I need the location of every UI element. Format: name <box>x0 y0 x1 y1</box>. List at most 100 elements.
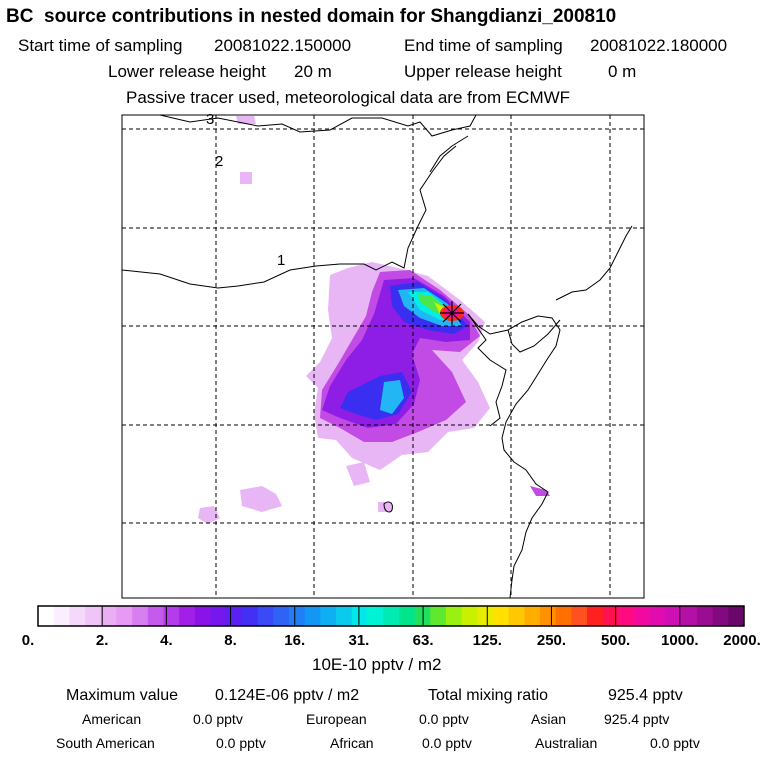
colorbar-frame <box>37 605 745 627</box>
border-line-north <box>159 115 477 137</box>
region-american-label: American <box>82 711 142 727</box>
colorbar-swatch <box>634 606 651 626</box>
receptor-marker <box>440 301 464 325</box>
colorbar-swatch <box>728 606 745 626</box>
start-time-label: Start time of sampling <box>18 36 183 55</box>
start-time-value: 20081022.150000 <box>214 36 352 55</box>
colorbar-swatch <box>336 606 353 626</box>
colorbar-tick-label: 250. <box>536 632 567 649</box>
plume-patch-mid <box>346 462 370 486</box>
colorbar-swatch <box>367 606 384 626</box>
region-south-american-label: South American <box>56 735 155 751</box>
colorbar-swatch <box>226 606 243 626</box>
colorbar-swatch <box>712 606 729 626</box>
region-african-value: 0.0 pptv <box>422 735 472 751</box>
colorbar-tick-label: 2. <box>95 632 109 649</box>
total-mixing-label: Total mixing ratio <box>428 687 549 704</box>
max-value-label: Maximum value <box>66 687 179 704</box>
map-frame <box>121 114 645 599</box>
plot-title: BC source contributions in nested domain… <box>6 6 617 27</box>
concentration-field <box>198 116 550 524</box>
colorbar-swatch <box>85 606 102 626</box>
colorbar-swatch <box>445 606 463 626</box>
total-mixing-value: 925.4 pptv <box>608 687 683 704</box>
colorbar-swatch <box>273 606 290 626</box>
plume-patch-w <box>198 506 220 524</box>
coast-main <box>467 313 561 598</box>
region-european-value: 0.0 pptv <box>419 711 469 727</box>
colorbar-swatch <box>508 606 525 626</box>
colorbar-swatch <box>69 606 86 626</box>
region-european-label: European <box>306 711 367 727</box>
max-value: 0.124E-06 pptv / m2 <box>215 687 360 704</box>
colorbar-swatch <box>461 606 478 626</box>
contour-label-1: 1 <box>277 252 285 269</box>
colorbar-swatch <box>241 606 259 626</box>
island <box>383 501 393 513</box>
upper-release-value: 0 m <box>608 62 637 81</box>
colorbar-tick-label: 0. <box>21 632 35 649</box>
colorbar-swatch <box>540 606 557 626</box>
coast-bay <box>467 313 507 427</box>
region-south-american-value: 0.0 pptv <box>216 735 266 751</box>
plume-patch-e2 <box>378 502 392 512</box>
colorbar-swatch <box>618 606 635 626</box>
plume-patch-top <box>236 116 256 124</box>
colorbar-swatch <box>477 606 494 626</box>
colorbar-swatch <box>492 606 510 626</box>
colorbar-swatch <box>398 606 416 626</box>
colorbar-tick-label: 2000. <box>723 632 761 649</box>
region-australian-label: Australian <box>535 735 598 751</box>
colorbar-swatch <box>147 606 165 626</box>
colorbar-swatch <box>53 606 70 626</box>
lat-lon-grid <box>122 115 644 598</box>
colorbar-tick-label: 8. <box>224 632 237 649</box>
colorbar-swatch <box>116 606 133 626</box>
colorbar-tick-label: 125. <box>472 632 502 649</box>
coastlines <box>122 115 633 598</box>
colorbar-swatch <box>320 606 337 626</box>
colorbar-swatch <box>194 606 212 626</box>
colorbar-swatch <box>555 606 572 626</box>
colorbar-swatch <box>38 606 55 626</box>
colorbar-swatch <box>304 606 321 626</box>
colorbar-swatch <box>163 606 180 626</box>
colorbar-tick-label: 4. <box>160 632 173 649</box>
colorbar-swatch <box>587 606 604 626</box>
region-asian-value: 925.4 pptv <box>604 711 670 727</box>
colorbar-swatch <box>132 606 149 626</box>
colorbar-swatch <box>649 606 667 626</box>
plume-patch-e <box>530 486 550 496</box>
contour-label-2: 2 <box>215 153 223 170</box>
colorbar-swatch <box>602 606 619 626</box>
plume-patch-n <box>240 172 252 184</box>
colorbar-swatch <box>179 606 196 626</box>
colorbar-tick-label: 31. <box>348 632 370 649</box>
contour-label-3: 3 <box>206 111 214 128</box>
plume-sky-south <box>380 380 404 414</box>
border-line-mid <box>122 145 457 289</box>
colorbar-tick-label: 16. <box>284 632 306 649</box>
colorbar-swatch <box>571 606 588 626</box>
lower-release-value: 20 m <box>294 62 332 81</box>
colorbar-tick-label: 1000. <box>661 632 699 649</box>
plume-patch-sw <box>240 486 282 512</box>
colorbar-tick-label: 63. <box>412 632 434 649</box>
colorbar-swatch <box>524 606 541 626</box>
region-african-label: African <box>330 735 374 751</box>
coast-peninsula <box>507 319 561 353</box>
border-line-east <box>429 135 469 173</box>
tracer-note: Passive tracer used, meteorological data… <box>126 88 571 107</box>
colorbar-swatch <box>681 606 698 626</box>
lower-release-label: Lower release height <box>108 62 266 81</box>
region-asian-label: Asian <box>531 711 567 727</box>
colorbar-swatch <box>210 606 227 626</box>
end-time-label: End time of sampling <box>404 36 563 55</box>
upper-release-label: Upper release height <box>404 62 562 81</box>
colorbar-swatch <box>383 606 400 626</box>
end-time-value: 20081022.180000 <box>590 36 728 55</box>
colorbar-swatch <box>257 606 274 626</box>
region-australian-value: 0.0 pptv <box>650 735 700 751</box>
colorbar-swatch <box>100 606 117 626</box>
